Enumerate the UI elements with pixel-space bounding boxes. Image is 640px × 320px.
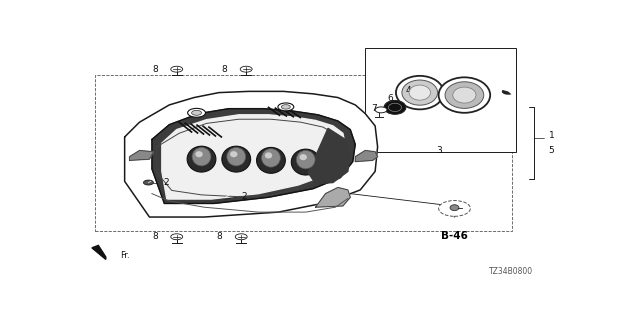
Text: TZ34B0800: TZ34B0800	[490, 267, 534, 276]
Bar	[365, 48, 516, 152]
Circle shape	[171, 66, 182, 72]
Circle shape	[240, 66, 252, 72]
Polygon shape	[125, 92, 378, 217]
Ellipse shape	[450, 205, 459, 211]
Circle shape	[221, 194, 231, 199]
Ellipse shape	[300, 154, 307, 160]
Ellipse shape	[230, 151, 237, 157]
Ellipse shape	[192, 148, 211, 166]
Polygon shape	[162, 115, 346, 199]
Ellipse shape	[291, 149, 320, 175]
Text: 8: 8	[216, 232, 222, 241]
Ellipse shape	[262, 149, 280, 167]
Polygon shape	[308, 128, 350, 184]
Ellipse shape	[187, 146, 216, 172]
Text: 4: 4	[406, 86, 412, 95]
Ellipse shape	[227, 148, 246, 166]
Ellipse shape	[384, 100, 406, 114]
Ellipse shape	[396, 76, 444, 109]
Polygon shape	[92, 245, 106, 260]
Circle shape	[375, 107, 387, 113]
Circle shape	[171, 234, 182, 240]
Text: 2: 2	[241, 192, 247, 201]
Circle shape	[282, 105, 291, 109]
Text: 2: 2	[163, 178, 169, 187]
Circle shape	[188, 108, 205, 117]
Polygon shape	[129, 150, 154, 160]
Text: 7: 7	[371, 104, 376, 113]
Ellipse shape	[296, 150, 315, 169]
Circle shape	[438, 201, 470, 216]
Polygon shape	[152, 108, 355, 204]
Text: 3: 3	[436, 146, 442, 155]
Ellipse shape	[438, 77, 490, 113]
Text: Fr.: Fr.	[120, 251, 129, 260]
Bar	[95, 75, 511, 231]
Circle shape	[191, 110, 202, 115]
Text: 1: 1	[548, 131, 554, 140]
Polygon shape	[316, 188, 350, 207]
Text: 8: 8	[152, 232, 158, 241]
Ellipse shape	[222, 146, 251, 172]
Ellipse shape	[265, 152, 272, 158]
Text: 8: 8	[152, 65, 158, 74]
Wedge shape	[502, 90, 511, 95]
Polygon shape	[355, 150, 378, 162]
Circle shape	[236, 234, 247, 240]
Text: 8: 8	[221, 65, 227, 74]
Ellipse shape	[452, 87, 476, 103]
Text: 6: 6	[387, 94, 393, 103]
Ellipse shape	[195, 151, 203, 157]
Ellipse shape	[257, 148, 285, 173]
Circle shape	[143, 180, 154, 185]
Ellipse shape	[445, 82, 484, 108]
Text: B-46: B-46	[441, 230, 468, 241]
Ellipse shape	[402, 80, 438, 105]
Text: 5: 5	[548, 146, 554, 155]
Circle shape	[278, 103, 294, 111]
Ellipse shape	[409, 85, 431, 100]
